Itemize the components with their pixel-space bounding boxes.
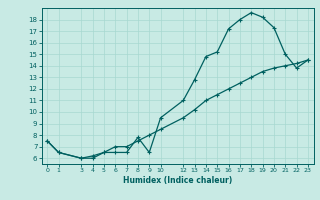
X-axis label: Humidex (Indice chaleur): Humidex (Indice chaleur) [123,176,232,185]
